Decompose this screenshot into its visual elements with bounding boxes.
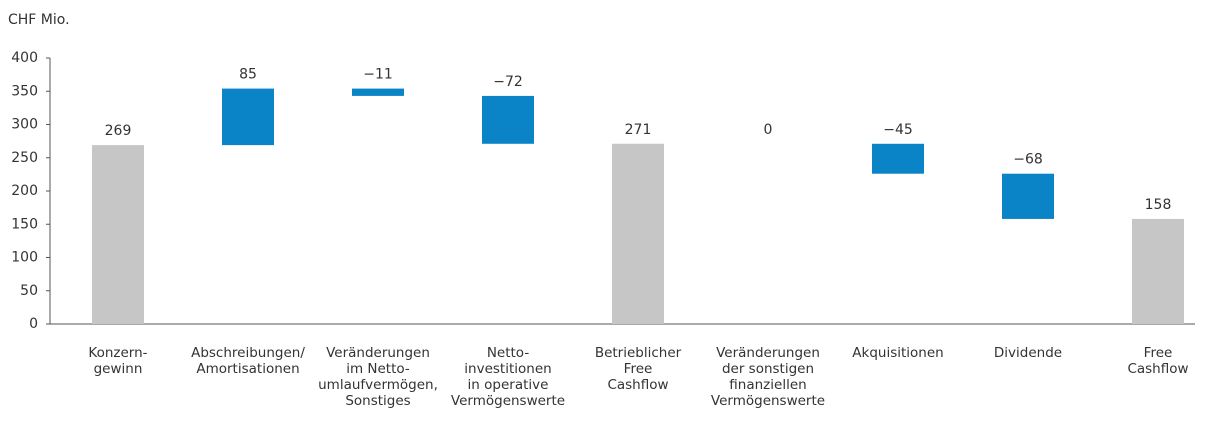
y-tick-label: 50 [20, 283, 38, 299]
x-tick-label: Konzern- gewinn [88, 345, 148, 377]
data-label: 85 [239, 67, 257, 83]
data-label: 158 [1145, 197, 1172, 213]
x-tick-label: Dividende [993, 345, 1063, 361]
x-tick-label: Free Cashflow [1127, 345, 1189, 377]
x-tick-label: Akquisitionen [852, 345, 944, 361]
y-axis-unit: CHF Mio. [8, 12, 70, 28]
y-tick-label: 400 [11, 50, 38, 66]
bar [482, 95, 534, 144]
y-tick-label: 200 [11, 183, 38, 199]
bar [222, 88, 274, 146]
y-tick-label: 150 [11, 216, 38, 232]
y-tick-label: 100 [11, 250, 38, 266]
x-tick-label: Betrieblicher Free Cashflow [594, 345, 682, 393]
bar [352, 88, 404, 96]
x-tick-label: Abschreibungen/ Amortisationen [191, 345, 305, 377]
y-tick-label: 250 [11, 150, 38, 166]
data-label: −72 [493, 74, 523, 90]
data-label: 269 [105, 123, 132, 139]
data-label: 0 [764, 122, 773, 138]
y-tick-label: 350 [11, 83, 38, 99]
bar [1132, 218, 1184, 324]
bar [872, 143, 924, 174]
y-tick-label: 0 [29, 316, 38, 332]
x-tick-label: Veränderungen im Netto- umlaufvermögen, … [318, 345, 438, 409]
data-label: −45 [883, 122, 913, 138]
x-tick-label: Netto- investitionen in operative Vermög… [450, 345, 566, 409]
bar [612, 143, 664, 324]
data-label: 271 [625, 122, 652, 138]
x-tick-label: Veränderungen der sonstigen finanziellen… [710, 345, 826, 409]
bar [1002, 173, 1054, 219]
bar [92, 145, 144, 324]
y-tick-label: 300 [11, 117, 38, 133]
data-label: −68 [1013, 152, 1043, 168]
data-label: −11 [363, 67, 393, 83]
